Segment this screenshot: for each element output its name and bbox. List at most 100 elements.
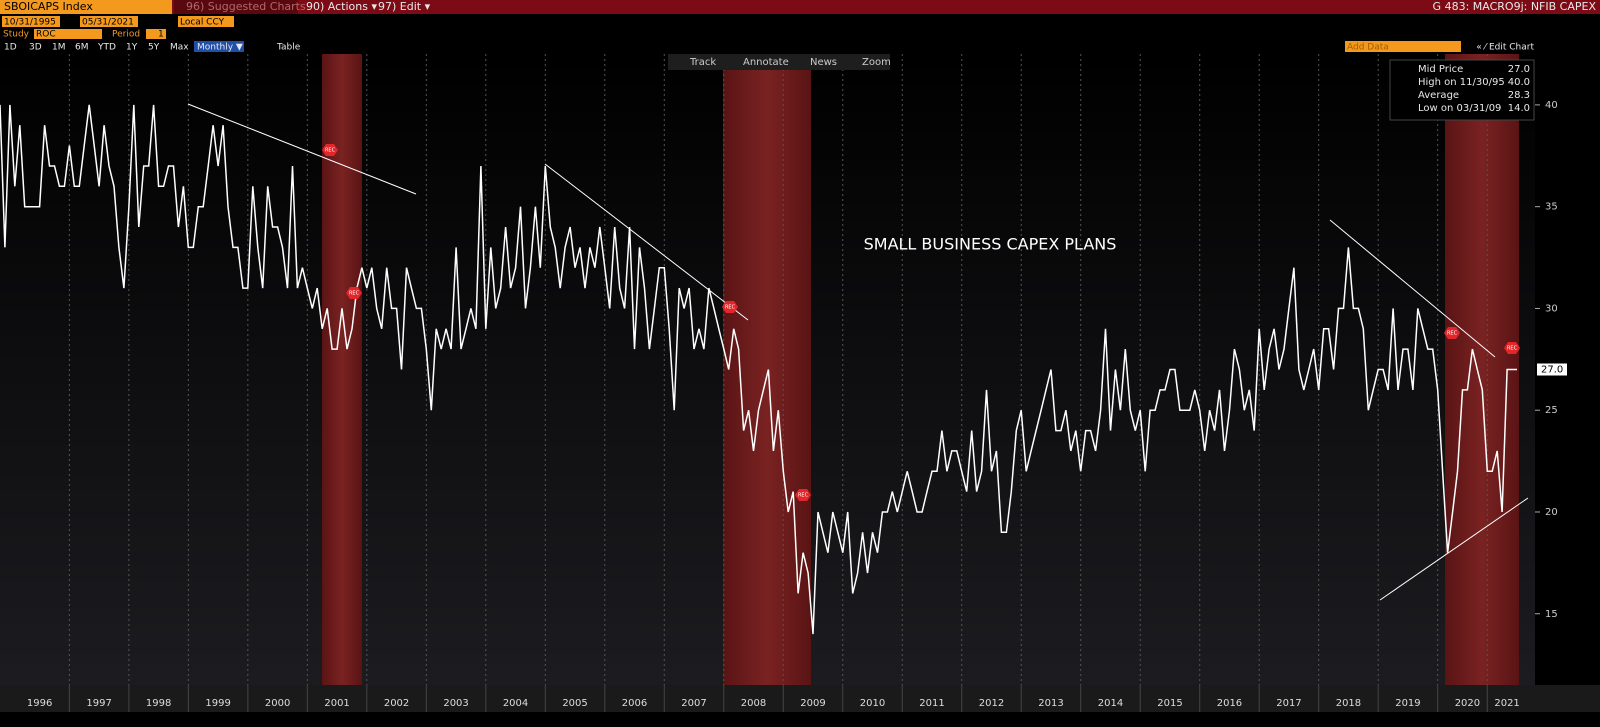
- period-box[interactable]: [146, 29, 166, 39]
- rec-marker: [1444, 327, 1460, 339]
- end-box[interactable]: [80, 16, 138, 27]
- currency: Local CCY: [180, 18, 225, 28]
- rec-label: REC: [725, 305, 736, 311]
- x-tick-label: 2001: [324, 698, 349, 709]
- info-label: Low on 03/31/09: [1418, 103, 1501, 114]
- x-tick-label: 2009: [800, 698, 825, 709]
- info-value: 27.0: [1508, 64, 1530, 75]
- range-button[interactable]: 5Y: [148, 43, 160, 53]
- trend-line: [187, 103, 417, 195]
- rec-marker: [795, 489, 811, 501]
- y-tick-label: 20: [1545, 507, 1558, 518]
- add-data: Add Data: [1347, 43, 1389, 53]
- y-tick-label: 25: [1545, 405, 1558, 416]
- info-label: High on 11/30/95: [1418, 77, 1505, 88]
- x-tick-label: 2000: [265, 698, 290, 709]
- last-value-label: 27.0: [1541, 365, 1563, 376]
- study: ROC: [36, 30, 56, 40]
- recession-shade: [723, 54, 811, 685]
- start-date: 10/31/1995: [4, 18, 56, 28]
- x-tick-label: 2017: [1276, 698, 1301, 709]
- rec-marker: [1504, 342, 1520, 354]
- range-button[interactable]: 1Y: [126, 43, 138, 53]
- table[interactable]: Table: [276, 43, 301, 53]
- start-box[interactable]: [2, 16, 60, 27]
- x-tick-label: 1997: [86, 698, 111, 709]
- rec-label: REC: [349, 291, 360, 297]
- x-tick-label: 2020: [1455, 698, 1480, 709]
- tool[interactable]: Track: [689, 57, 716, 68]
- info-panel: [1389, 59, 1535, 121]
- y-tick-label: 35: [1545, 202, 1558, 213]
- info-label: Average: [1418, 90, 1459, 101]
- x-tick-label: 2019: [1395, 698, 1420, 709]
- trend-lines: [187, 103, 1529, 601]
- rec-label: REC: [1447, 331, 1458, 337]
- trend-line: [1379, 497, 1529, 601]
- x-tick-label: 2007: [681, 698, 706, 709]
- end-date: 05/31/2021: [82, 18, 134, 28]
- rec-label: REC: [325, 148, 336, 154]
- range-button[interactable]: 6M: [75, 43, 89, 53]
- ccy-box[interactable]: [178, 16, 234, 27]
- study-label: Study: [3, 30, 30, 40]
- x-tick-label: 1998: [146, 698, 171, 709]
- ticker-box[interactable]: [0, 0, 172, 14]
- range-button[interactable]: 1M: [52, 43, 66, 53]
- edit-chart[interactable]: « ⁄ Edit Chart: [1476, 43, 1534, 53]
- x-tick-label: 2021: [1494, 698, 1519, 709]
- x-tick-label: 2018: [1336, 698, 1361, 709]
- trend-line: [544, 163, 749, 321]
- x-tick-label: 2005: [562, 698, 587, 709]
- tool[interactable]: News: [810, 57, 837, 68]
- tool-bar: [668, 54, 890, 70]
- frequency: Monthly ▼: [197, 43, 243, 53]
- actions[interactable]: 90) Actions ▾: [306, 0, 377, 13]
- x-tick-label: 2013: [1038, 698, 1063, 709]
- chart-id: G 483: MACRO9j: NFIB CAPEX: [1433, 0, 1597, 13]
- x-tick-label: 2010: [860, 698, 885, 709]
- x-tick-label: 1996: [27, 698, 52, 709]
- trend-line: [1329, 219, 1496, 358]
- x-tick-label: 2004: [503, 698, 528, 709]
- x-tick-label: 2012: [979, 698, 1004, 709]
- frequency-box[interactable]: [194, 41, 244, 52]
- suggested: 96) Suggested Charts: [186, 0, 306, 13]
- x-tick-label: 2003: [443, 698, 468, 709]
- period-label: Period: [112, 30, 140, 40]
- add-data-box[interactable]: [1345, 41, 1461, 52]
- info-label: Mid Price: [1418, 64, 1463, 75]
- tool[interactable]: Annotate: [743, 57, 789, 68]
- rec-label: REC: [1507, 346, 1518, 352]
- range-button[interactable]: 3D: [29, 43, 42, 53]
- range-button[interactable]: YTD: [97, 43, 116, 53]
- chart-title: SMALL BUSINESS CAPEX PLANS: [864, 235, 1117, 254]
- tool[interactable]: Zoom: [862, 57, 891, 68]
- x-tick-label: 2015: [1157, 698, 1182, 709]
- x-tick-label: 2006: [622, 698, 647, 709]
- x-tick-label: 2008: [741, 698, 766, 709]
- x-tick-label: 2002: [384, 698, 409, 709]
- range-button[interactable]: Max: [170, 43, 189, 53]
- rec-marker: [322, 144, 338, 156]
- range-button[interactable]: 1D: [4, 43, 17, 53]
- info-value: 14.0: [1508, 103, 1530, 114]
- x-axis-band: [0, 685, 1600, 712]
- x-tick-label: 2011: [919, 698, 944, 709]
- info-value: 28.3: [1508, 90, 1530, 101]
- last-value-box: [1537, 363, 1567, 376]
- ticker: SBOICAPS Index: [4, 0, 93, 13]
- rec-marker: [722, 301, 738, 313]
- rec-marker: [346, 287, 362, 299]
- y-tick-label: 15: [1545, 609, 1558, 620]
- suggested-button[interactable]: [174, 0, 298, 14]
- title-bar: [0, 0, 1600, 14]
- x-tick-label: 1999: [205, 698, 230, 709]
- y-tick-label: 40: [1545, 100, 1558, 111]
- y-tick-label: 30: [1545, 303, 1558, 314]
- period: 1: [158, 30, 164, 40]
- edit[interactable]: 97) Edit ▾: [378, 0, 431, 13]
- study-box[interactable]: [34, 29, 102, 39]
